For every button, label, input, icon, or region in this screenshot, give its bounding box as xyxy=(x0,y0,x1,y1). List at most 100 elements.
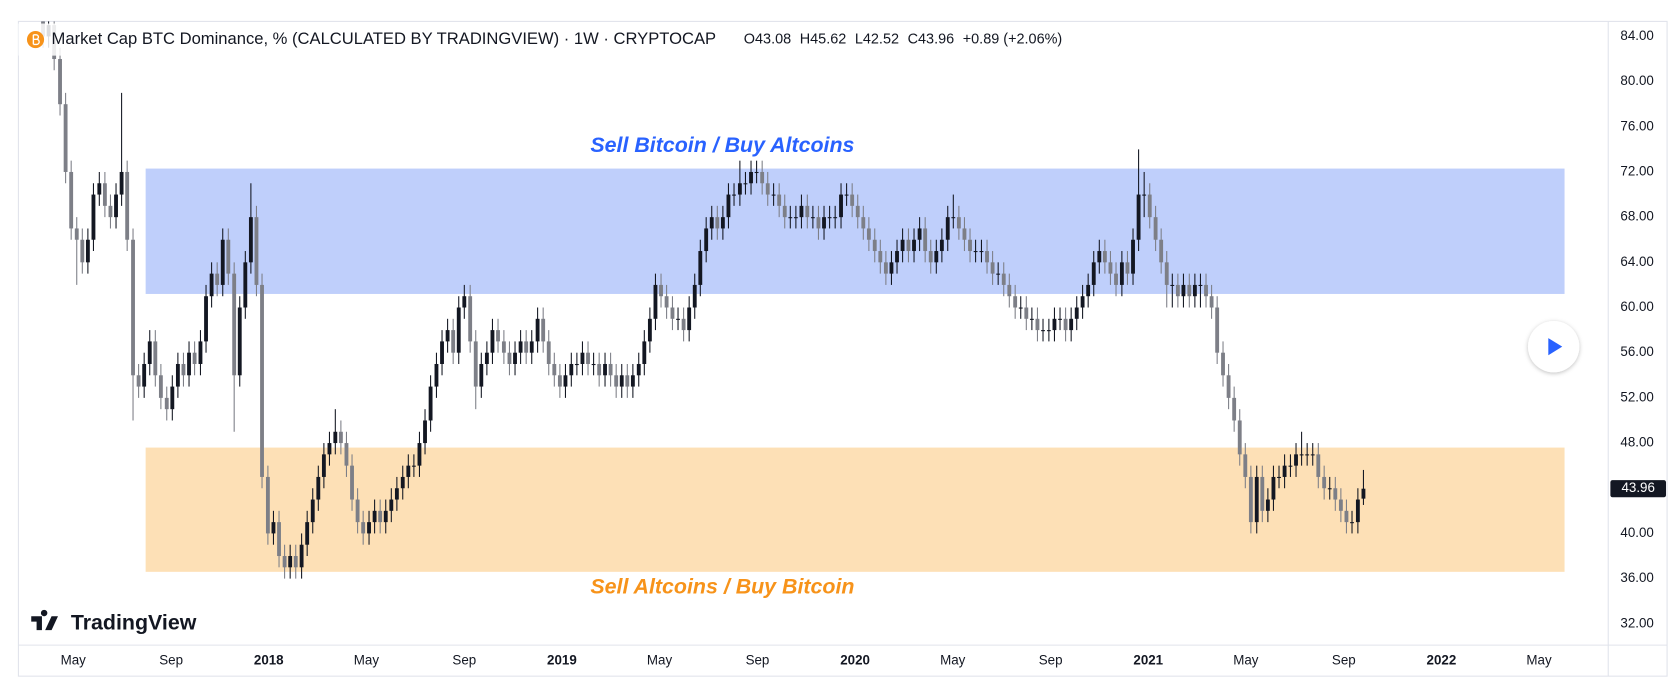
candle-body xyxy=(1142,194,1147,196)
zone xyxy=(145,447,1565,572)
candle-body xyxy=(956,217,961,229)
play-icon[interactable] xyxy=(1548,338,1563,356)
candle-body xyxy=(591,363,596,366)
ohlc-label: O xyxy=(744,31,755,47)
candle-body xyxy=(102,183,107,206)
candle-body xyxy=(1046,330,1051,332)
candle-body xyxy=(765,183,770,195)
candle-body xyxy=(265,476,270,534)
x-tick-label: 2019 xyxy=(547,653,577,668)
candle-body xyxy=(91,194,96,240)
candle-body xyxy=(1277,476,1281,479)
candle-body xyxy=(939,239,944,252)
candle-body xyxy=(1192,284,1197,297)
candle-body xyxy=(142,363,147,387)
candle-body xyxy=(1237,420,1242,455)
candle-body xyxy=(361,522,366,534)
y-tick-label: 40.00 xyxy=(1620,525,1653,540)
candle-body xyxy=(85,239,90,263)
candle-body xyxy=(1254,476,1259,523)
candle-body xyxy=(642,341,647,364)
ohlc-label: C xyxy=(908,31,918,47)
candle-body xyxy=(170,386,175,410)
candle-body xyxy=(445,330,450,342)
ohlc-value: 42.52 xyxy=(863,31,899,47)
candle-body xyxy=(1271,476,1276,500)
candle-body xyxy=(344,443,349,466)
candle-body xyxy=(1035,318,1040,331)
candle-body xyxy=(805,205,810,218)
candle-body xyxy=(518,341,523,353)
candle-body xyxy=(557,375,562,387)
x-tick-label: May xyxy=(1526,653,1552,668)
candle-body xyxy=(389,499,394,511)
ohlc-change: +0.89 (+2.06%) xyxy=(963,31,1063,47)
candle-body xyxy=(1063,318,1068,331)
play-button[interactable] xyxy=(1528,320,1580,373)
candle-body xyxy=(754,171,759,174)
candle-body xyxy=(647,318,652,342)
candle-body xyxy=(1125,262,1130,274)
candle-body xyxy=(1361,488,1366,499)
candle-body xyxy=(1248,476,1253,523)
candle-body xyxy=(979,251,984,253)
y-tick-label: 52.00 xyxy=(1620,389,1653,404)
candle-body xyxy=(153,341,158,376)
candle-body xyxy=(1175,284,1180,297)
header-backdrop xyxy=(18,23,1099,56)
y-tick-label: 80.00 xyxy=(1620,73,1653,88)
chart-title: Market Cap BTC Dominance, % (CALCULATED … xyxy=(52,29,717,48)
candle-body xyxy=(1344,510,1349,523)
y-tick-label: 68.00 xyxy=(1620,209,1653,224)
last-price-marker xyxy=(1610,480,1667,498)
candle-body xyxy=(1024,307,1029,319)
candle-body xyxy=(305,522,310,545)
watermark: TradingView xyxy=(31,609,197,634)
candle-body xyxy=(316,476,321,500)
candle-body xyxy=(810,217,815,219)
candle-body xyxy=(243,262,248,308)
candle-body xyxy=(912,239,916,252)
candle-body xyxy=(962,228,967,240)
candle-body xyxy=(198,341,203,364)
legend-header: Market Cap BTC Dominance, % (CALCULATED … xyxy=(18,23,1099,56)
candle-body xyxy=(428,386,433,421)
watermark-text: TradingView xyxy=(71,610,197,634)
candle-body xyxy=(479,363,484,387)
y-tick-label: 60.00 xyxy=(1620,299,1653,314)
watermark-logo xyxy=(31,609,58,631)
candle-body xyxy=(636,363,641,376)
candle-body xyxy=(715,217,720,229)
candle-body xyxy=(1198,284,1203,286)
candle-body xyxy=(883,262,888,274)
candle-body xyxy=(1058,318,1062,320)
candle-body xyxy=(625,375,630,387)
candle-body xyxy=(507,352,512,364)
candle-body xyxy=(524,341,529,353)
candle-body xyxy=(973,251,978,253)
candle-body xyxy=(844,194,849,196)
candle-body xyxy=(529,341,534,353)
candle-body xyxy=(63,104,68,172)
candle-body xyxy=(1187,284,1192,297)
candle-body xyxy=(1299,454,1304,456)
y-tick-label: 76.00 xyxy=(1620,118,1653,133)
candle-body xyxy=(496,330,500,342)
ohlc-label: H xyxy=(800,31,810,47)
candle-body xyxy=(293,556,298,568)
candle-body xyxy=(333,431,338,444)
candle-body xyxy=(406,465,411,477)
candle-body xyxy=(535,318,540,342)
candle-body xyxy=(237,307,242,376)
candle-body xyxy=(282,556,287,568)
candle-body xyxy=(917,228,922,240)
candle-body xyxy=(125,171,130,240)
candle-body xyxy=(440,341,444,364)
candle-body xyxy=(1041,330,1045,332)
x-tick-label: 2018 xyxy=(254,653,284,668)
candle-body xyxy=(310,499,315,523)
candle-body xyxy=(1232,397,1237,421)
x-tick-label: 2021 xyxy=(1133,653,1163,668)
candle-body xyxy=(1170,284,1175,286)
